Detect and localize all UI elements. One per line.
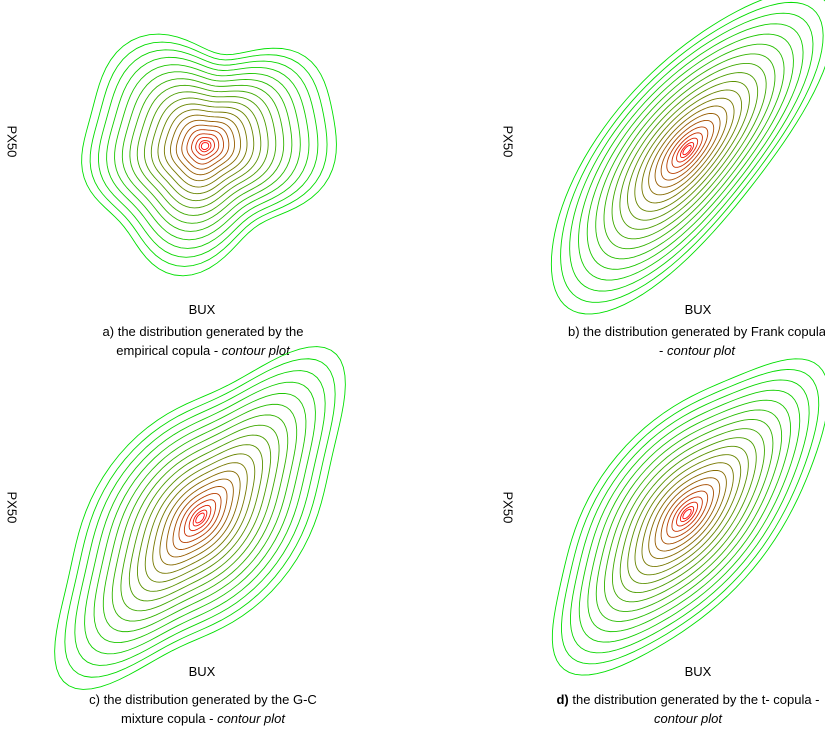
- contour-level-c-17: [184, 500, 215, 536]
- contour-level-b-6: [596, 44, 784, 259]
- contour-level-a-2: [90, 42, 327, 266]
- contour-level-d-12: [642, 463, 733, 567]
- contour-panel-c: PX50 BUX c) the distribution generated b…: [0, 366, 412, 736]
- contour-level-b-12: [642, 98, 734, 203]
- contour-level-c-15: [173, 487, 227, 550]
- y-axis-label-c: PX50: [5, 492, 20, 532]
- caption-b-italic: contour plot: [667, 343, 735, 358]
- contour-level-b-11: [635, 90, 742, 211]
- contour-level-b-14: [655, 113, 720, 187]
- caption-c: c) the distribution generated by the G-C…: [68, 690, 338, 728]
- x-axis-label-c: BUX: [172, 664, 232, 679]
- caption-c-prefix: c): [89, 692, 100, 707]
- caption-a-italic: contour plot: [222, 343, 290, 358]
- x-axis-label-b: BUX: [668, 302, 728, 317]
- caption-d: d) the distribution generated by the t- …: [552, 690, 824, 728]
- caption-d-text: the distribution generated by the t- cop…: [569, 692, 820, 707]
- contour-level-d-1: [552, 359, 825, 675]
- contour-level-d-14: [655, 478, 720, 551]
- contour-level-a-20: [201, 143, 208, 150]
- contour-level-b-15: [661, 120, 714, 180]
- contour-level-a-15: [182, 125, 229, 169]
- caption-b: b) the distribution generated by Frank c…: [567, 322, 825, 360]
- contour-level-c-2: [65, 359, 335, 678]
- caption-a-prefix: a): [103, 324, 115, 339]
- y-axis-label-d: PX50: [501, 492, 516, 532]
- caption-d-prefix: d): [556, 692, 568, 707]
- contour-level-c-14: [167, 479, 234, 557]
- contour-level-c-1: [55, 347, 346, 690]
- contour-level-c-6: [103, 404, 296, 631]
- contour-level-c-4: [85, 382, 316, 654]
- contour-level-c-3: [75, 371, 325, 666]
- contour-level-c-12: [153, 463, 248, 574]
- contour-plot-d: [412, 366, 825, 736]
- contour-level-b-2: [561, 2, 824, 302]
- contour-plot-c: [0, 366, 412, 736]
- contour-level-c-7: [112, 415, 287, 621]
- y-axis-label-b: PX50: [501, 126, 516, 166]
- contour-panel-b: PX50 BUX b) the distribution generated b…: [412, 0, 825, 370]
- contour-panel-d: PX50 BUX d) the distribution generated b…: [412, 366, 825, 736]
- caption-a: a) the distribution generated by the emp…: [78, 322, 328, 360]
- contour-plot-b: [412, 0, 825, 370]
- contour-level-a-18: [196, 138, 215, 156]
- contour-level-d-13: [649, 470, 727, 558]
- contour-level-d-15: [661, 485, 713, 544]
- contour-level-c-9: [129, 435, 270, 601]
- contour-level-c-16: [179, 493, 221, 542]
- contour-level-a-14: [176, 120, 234, 174]
- contour-level-b-17: [672, 133, 702, 167]
- caption-b-prefix: b): [568, 324, 580, 339]
- x-axis-label-a: BUX: [172, 302, 232, 317]
- caption-d-italic: contour plot: [654, 711, 722, 726]
- contour-panel-a: PX50 BUX a) the distribution generated b…: [0, 0, 412, 370]
- contour-level-c-13: [160, 471, 240, 565]
- caption-c-italic: contour plot: [217, 711, 285, 726]
- contour-level-c-18: [189, 505, 211, 530]
- contour-level-a-1: [82, 34, 337, 276]
- x-axis-label-d: BUX: [668, 664, 728, 679]
- contour-level-c-8: [121, 425, 279, 611]
- contour-level-b-19: [680, 143, 693, 158]
- y-axis-label-a: PX50: [5, 126, 20, 166]
- contour-level-d-18: [677, 502, 698, 526]
